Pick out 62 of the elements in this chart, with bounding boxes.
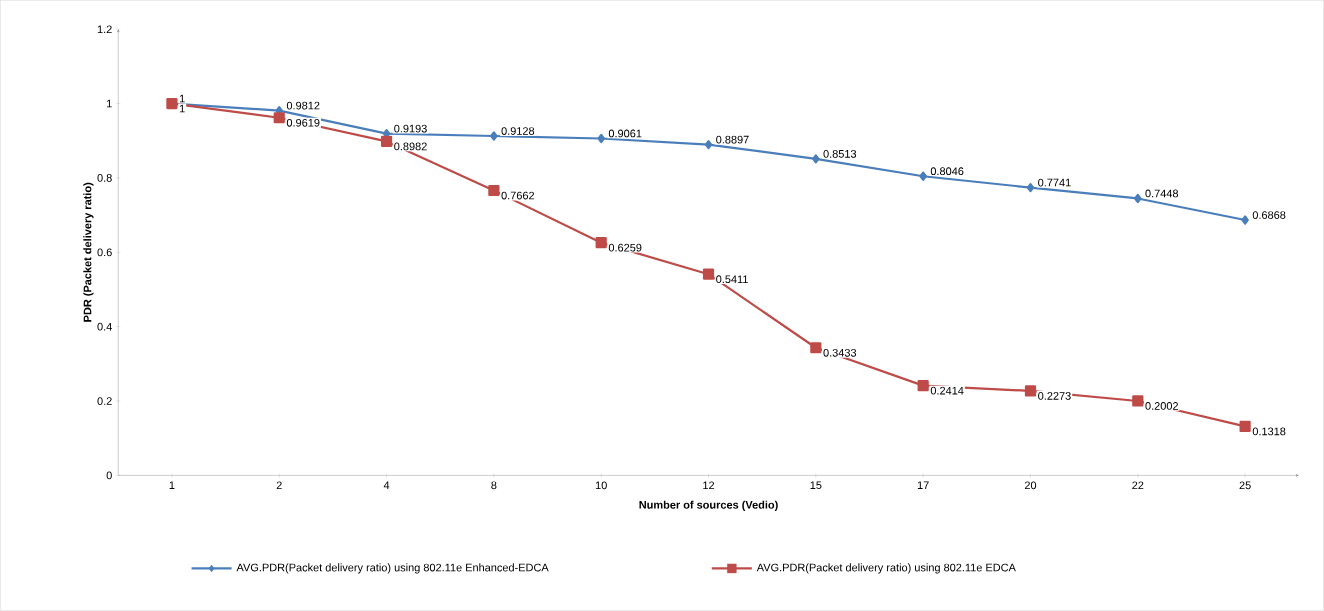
point: [919, 171, 927, 181]
x-tick-label: 10: [595, 481, 607, 490]
y-tick-label: 0: [106, 471, 112, 480]
data-label: 0.6868: [1252, 211, 1286, 220]
data-label: 0.8513: [823, 150, 857, 158]
x-tick-label: 15: [810, 481, 822, 490]
x-tick-label: 25: [1239, 481, 1251, 490]
point: [702, 268, 715, 280]
point: [380, 135, 393, 148]
x-tick-label: 8: [491, 481, 497, 490]
y-tick-label: 0.4: [97, 322, 112, 331]
x-tick-label: 22: [1132, 481, 1144, 490]
data-label: 0.9812: [286, 101, 320, 110]
x-tick-label: 1: [169, 481, 175, 490]
point: [810, 342, 822, 354]
legend-label: AVG.PDR(Packet delivery ratio) using 802.11e Enhanced-EDCA: [236, 563, 549, 574]
data-label: 0.9128: [501, 127, 535, 136]
x-tick-label: 20: [1024, 481, 1037, 490]
point: [597, 134, 605, 144]
data-label: 1: [179, 94, 185, 103]
legend-label: AVG.PDR(Packet delivery ratio) using 802.11e EDCA: [756, 563, 1016, 574]
data-label: 0.7448: [1145, 189, 1179, 198]
data-label: 0.9193: [394, 124, 427, 133]
data-label: 0.8982: [394, 142, 427, 151]
x-tick-label: 4: [383, 481, 390, 490]
y-tick-label: 0.8: [97, 174, 112, 182]
data-label: 1: [179, 104, 185, 113]
point: [1239, 420, 1251, 433]
data-label: 0.8046: [930, 167, 964, 176]
data-label: 0.7741: [1038, 178, 1071, 187]
x-tick-label: 17: [917, 481, 929, 490]
point: [1241, 215, 1249, 225]
data-label: 0.2273: [1038, 392, 1071, 400]
point: [595, 237, 607, 249]
data-label: 0.3433: [823, 349, 857, 357]
point: [812, 154, 820, 164]
point: [1134, 194, 1142, 204]
data-label: 0.9061: [608, 129, 642, 138]
point: [273, 112, 285, 124]
y-tick-label: 0.6: [97, 248, 112, 257]
data-label: 0.2002: [1145, 402, 1178, 411]
data-label: 0.2414: [930, 386, 964, 395]
point: [1026, 183, 1035, 193]
data-label: 0.1318: [1252, 427, 1286, 436]
y-tick-label: 0.2: [97, 397, 112, 406]
x-tick-label: 2: [276, 481, 282, 490]
data-label: 0.8897: [716, 135, 749, 144]
data-label: 0.6259: [608, 243, 642, 252]
data-label: 0.7662: [501, 191, 535, 200]
point: [1132, 395, 1144, 407]
y-axis-title: PDR (Packet delivery ratio): [83, 182, 94, 322]
point: [488, 185, 500, 197]
x-tick-label: 12: [703, 481, 715, 490]
y-tick-label: 1: [107, 99, 112, 108]
point: [490, 131, 498, 141]
point: [917, 380, 929, 392]
point: [704, 140, 713, 150]
point: [1024, 385, 1037, 397]
data-label: 0.5411: [716, 275, 748, 284]
x-axis-title: Number of sources (Vedio): [639, 500, 778, 512]
y-tick-label: 1.2: [97, 25, 112, 34]
data-label: 0.9619: [286, 119, 320, 127]
